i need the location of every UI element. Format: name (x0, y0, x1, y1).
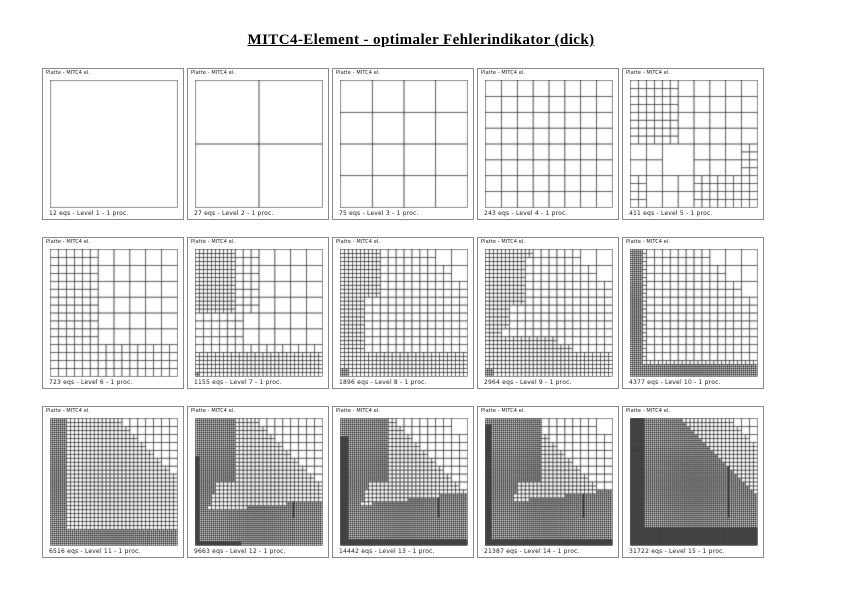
panel-header-label: Platte - MITC4 el. (191, 70, 236, 76)
mesh-panel: Platte - MITC4 el. 723 eqs - Level 6 - 1… (42, 237, 184, 389)
panel-header-label: Platte - MITC4 el. (46, 408, 91, 414)
panel-caption: 1896 eqs - Level 8 - 1 proc. (339, 379, 427, 386)
mesh-panel: Platte - MITC4 el. 27 eqs - Level 2 - 1 … (187, 68, 329, 220)
mesh-canvas (50, 249, 178, 377)
mesh-canvas (485, 418, 613, 546)
panel-caption: 243 eqs - Level 4 - 1 proc. (484, 210, 568, 217)
mesh-canvas (50, 80, 178, 208)
panel-header-label: Platte - MITC4 el. (336, 239, 381, 245)
panel-caption: 723 eqs - Level 6 - 1 proc. (49, 379, 133, 386)
panel-header-label: Platte - MITC4 el. (191, 239, 236, 245)
mesh-panel: Platte - MITC4 el. 14442 eqs - Level 13 … (332, 406, 474, 558)
panel-header-label: Platte - MITC4 el. (481, 239, 526, 245)
mesh-canvas (485, 249, 613, 377)
panel-caption: 31722 eqs - Level 15 - 1 proc. (629, 548, 725, 555)
panel-caption: 9663 eqs - Level 12 - 1 proc. (194, 548, 286, 555)
panel-caption: 4377 eqs - Level 10 - 1 proc. (629, 379, 721, 386)
mesh-canvas (630, 249, 758, 377)
mesh-panel: Platte - MITC4 el. 31722 eqs - Level 15 … (622, 406, 764, 558)
panel-header-label: Platte - MITC4 el. (46, 239, 91, 245)
mesh-canvas (195, 80, 323, 208)
panel-header-label: Platte - MITC4 el. (626, 408, 671, 414)
panel-header-label: Platte - MITC4 el. (191, 408, 236, 414)
panel-caption: 27 eqs - Level 2 - 1 proc. (194, 210, 274, 217)
mesh-canvas (485, 80, 613, 208)
mesh-panel: Platte - MITC4 el. 4377 eqs - Level 10 -… (622, 237, 764, 389)
mesh-panel: Platte - MITC4 el. 1896 eqs - Level 8 - … (332, 237, 474, 389)
mesh-canvas (195, 418, 323, 546)
mesh-canvas (630, 418, 758, 546)
mesh-canvas (630, 80, 758, 208)
mesh-panel: Platte - MITC4 el. 9663 eqs - Level 12 -… (187, 406, 329, 558)
panel-header-label: Platte - MITC4 el. (481, 70, 526, 76)
mesh-canvas (195, 249, 323, 377)
panel-header-label: Platte - MITC4 el. (626, 70, 671, 76)
panel-caption: 14442 eqs - Level 13 - 1 proc. (339, 548, 435, 555)
panel-header-label: Platte - MITC4 el. (481, 408, 526, 414)
mesh-panel: Platte - MITC4 el. 12 eqs - Level 1 - 1 … (42, 68, 184, 220)
mesh-panel: Platte - MITC4 el. 2964 eqs - Level 9 - … (477, 237, 619, 389)
panel-caption: 21387 eqs - Level 14 - 1 proc. (484, 548, 580, 555)
panel-header-label: Platte - MITC4 el. (46, 70, 91, 76)
mesh-panel: Platte - MITC4 el. 21387 eqs - Level 14 … (477, 406, 619, 558)
panel-caption: 75 eqs - Level 3 - 1 proc. (339, 210, 419, 217)
mesh-canvas (340, 249, 468, 377)
page-title: MITC4-Element - optimaler Fehlerindikato… (247, 32, 595, 48)
mesh-panel: Platte - MITC4 el. 1155 eqs - Level 7 - … (187, 237, 329, 389)
panel-caption: 2964 eqs - Level 9 - 1 proc. (484, 379, 572, 386)
panel-caption: 6516 eqs - Level 11 - 1 proc. (49, 548, 141, 555)
panel-header-label: Platte - MITC4 el. (626, 239, 671, 245)
panel-header-label: Platte - MITC4 el. (336, 70, 381, 76)
mesh-panel: Platte - MITC4 el. 243 eqs - Level 4 - 1… (477, 68, 619, 220)
panel-caption: 12 eqs - Level 1 - 1 proc. (49, 210, 129, 217)
mesh-canvas (340, 418, 468, 546)
panel-caption: 411 eqs - Level 5 - 1 proc. (629, 210, 713, 217)
mesh-panel: Platte - MITC4 el. 6516 eqs - Level 11 -… (42, 406, 184, 558)
mesh-panel: Platte - MITC4 el. 75 eqs - Level 3 - 1 … (332, 68, 474, 220)
panel-header-label: Platte - MITC4 el. (336, 408, 381, 414)
mesh-canvas (340, 80, 468, 208)
mesh-canvas (50, 418, 178, 546)
mesh-panel: Platte - MITC4 el. 411 eqs - Level 5 - 1… (622, 68, 764, 220)
panel-caption: 1155 eqs - Level 7 - 1 proc. (194, 379, 282, 386)
